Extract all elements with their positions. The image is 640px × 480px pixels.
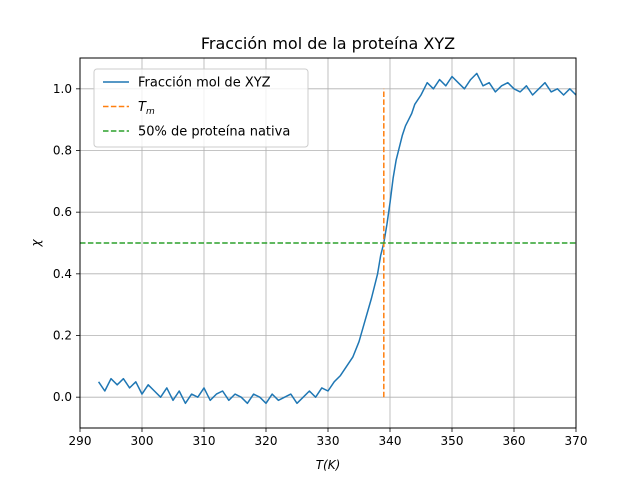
y-tick-label: 0.6 <box>53 205 72 219</box>
y-tick-label: 1.0 <box>53 82 72 96</box>
x-tick-label: 360 <box>503 434 526 448</box>
x-tick-label: 340 <box>379 434 402 448</box>
series-layer <box>80 72 577 405</box>
y-tick-label: 0.0 <box>53 390 72 404</box>
legend-label-0: Fracción mol de XYZ <box>138 76 271 91</box>
x-tick-label: 330 <box>317 434 340 448</box>
x-tick-label: 300 <box>131 434 154 448</box>
y-tick-label: 0.8 <box>53 144 72 158</box>
x-tick-label: 370 <box>565 434 588 448</box>
x-axis-ticks: 290 300 310 320 330 340 350 360 370 <box>69 428 588 448</box>
x-tick-label: 320 <box>255 434 278 448</box>
legend-box <box>93 68 309 148</box>
y-tick-label: 0.4 <box>53 267 72 281</box>
y-axis-ticks: 0.0 0.2 0.4 0.6 0.8 1.0 <box>53 82 80 404</box>
x-tick-label: 350 <box>441 434 464 448</box>
x-tick-label: 310 <box>193 434 216 448</box>
legend-label-1: Tm <box>138 100 155 117</box>
series-line-0 <box>97 72 577 405</box>
x-axis-label: T(K) <box>316 458 341 472</box>
legend-label-2: 50% de proteína nativa <box>138 125 290 140</box>
x-tick-label: 290 <box>69 434 92 448</box>
legend: Fracción mol de XYZ Tm 50% de proteína nat… <box>93 68 309 148</box>
y-axis-label: χ <box>29 239 43 248</box>
y-tick-label: 0.2 <box>53 329 72 343</box>
legend-items: Fracción mol de XYZ Tm 50% de proteína nat… <box>103 76 290 140</box>
chart-title: Fracción mol de la proteína XYZ <box>201 34 455 53</box>
